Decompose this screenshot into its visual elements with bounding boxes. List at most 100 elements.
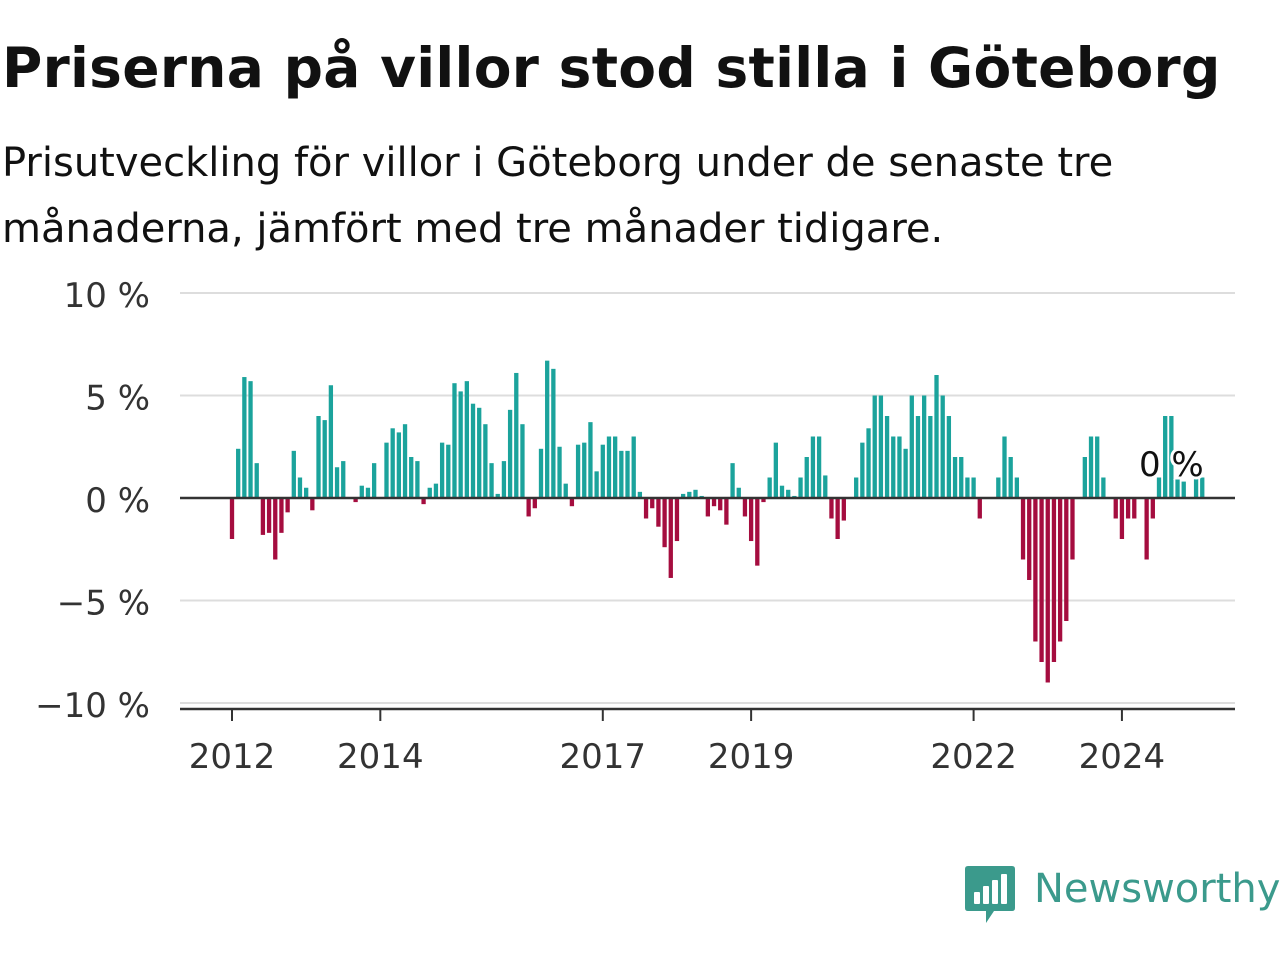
- bar-negative: [668, 498, 673, 578]
- bar-positive: [415, 461, 420, 498]
- bar-negative: [285, 498, 290, 513]
- bar-positive: [291, 450, 296, 498]
- bar-negative: [755, 498, 760, 566]
- bar-positive: [1014, 477, 1020, 498]
- bar-positive: [934, 375, 939, 498]
- bar-negative: [718, 498, 723, 511]
- bar-positive: [396, 432, 402, 498]
- bar-positive: [470, 403, 476, 498]
- bar-negative: [353, 498, 358, 503]
- bar-positive: [854, 477, 859, 498]
- bar-positive: [545, 360, 550, 498]
- bar-positive: [736, 487, 741, 498]
- bar-positive: [1082, 457, 1087, 498]
- chart-title: Priserna på villor stod stilla i Götebor…: [2, 36, 1221, 100]
- bar-positive: [1175, 477, 1180, 498]
- bar-positive: [1008, 457, 1013, 498]
- bar-positive: [514, 372, 519, 498]
- bar-negative: [279, 498, 284, 533]
- bar-positive: [551, 368, 556, 498]
- bar-negative: [1144, 498, 1149, 560]
- y-tick-label: 5 %: [85, 379, 150, 419]
- bar-positive: [915, 416, 921, 498]
- bar-negative: [273, 498, 278, 560]
- bar-positive: [687, 491, 692, 498]
- bar-negative: [1125, 498, 1131, 519]
- bar-positive: [402, 424, 408, 498]
- bar-negative: [1064, 498, 1069, 621]
- bar-positive: [538, 448, 544, 498]
- bar-positive: [600, 444, 605, 498]
- bar-negative: [1113, 498, 1118, 519]
- bar-positive: [1002, 436, 1007, 498]
- bar-positive: [810, 436, 816, 498]
- bar-positive: [489, 463, 494, 498]
- bar-positive: [582, 442, 587, 498]
- bar-positive: [940, 395, 945, 498]
- bar-negative: [1132, 498, 1137, 519]
- bar-positive: [334, 467, 340, 498]
- chart-subtitle: Prisutveckling för villor i Göteborg und…: [2, 140, 1114, 252]
- bar-positive: [897, 436, 902, 498]
- bar-positive: [606, 436, 612, 498]
- bar-positive: [922, 395, 927, 498]
- bar-positive: [878, 395, 884, 498]
- bar-positive: [1200, 477, 1205, 498]
- bar-positive: [730, 463, 735, 498]
- bar-negative: [1020, 498, 1026, 560]
- bar-negative: [1045, 498, 1050, 683]
- bar-positive: [996, 477, 1001, 498]
- bar-positive: [637, 491, 643, 498]
- bar-positive: [594, 471, 599, 498]
- bar-negative: [266, 498, 272, 533]
- bar-positive: [359, 485, 364, 498]
- bar-positive: [254, 463, 259, 498]
- bar-positive: [823, 475, 828, 498]
- bar-positive: [384, 442, 389, 498]
- y-tick-label: 0 %: [85, 481, 150, 521]
- bar-negative: [643, 498, 649, 519]
- bar-positive: [1156, 477, 1162, 498]
- bar-positive: [1163, 416, 1168, 498]
- bar-positive: [501, 461, 507, 498]
- bar-positive: [316, 416, 321, 498]
- bar-positive: [452, 383, 457, 498]
- bar-negative: [662, 498, 667, 548]
- last-value-label: 0 %: [1139, 445, 1204, 485]
- bar-positive: [236, 448, 241, 498]
- bar-positive: [520, 424, 525, 498]
- bar-positive: [884, 416, 890, 498]
- newsworthy-logo-icon: [965, 866, 1015, 923]
- bar-positive: [816, 436, 822, 498]
- bar-negative: [761, 498, 766, 503]
- bar-negative: [1150, 498, 1155, 519]
- bar-positive: [619, 450, 624, 498]
- bar-positive: [1095, 436, 1100, 498]
- bar-positive: [1169, 416, 1174, 498]
- bar-positive: [588, 422, 593, 498]
- bar-negative: [650, 498, 655, 509]
- bar-positive: [779, 485, 785, 498]
- bar-positive: [1181, 481, 1186, 498]
- bar-negative: [260, 498, 266, 535]
- bar-positive: [1101, 477, 1106, 498]
- bar-positive: [891, 436, 896, 498]
- bar-positive: [409, 457, 414, 498]
- bar-negative: [1039, 498, 1044, 662]
- bar-negative: [656, 498, 661, 527]
- bar-negative: [229, 498, 235, 539]
- bar-negative: [532, 498, 537, 509]
- bar-positive: [365, 487, 371, 498]
- bar-positive: [563, 483, 568, 498]
- bar-positive: [767, 477, 772, 498]
- x-tick-label: 2012: [189, 737, 276, 777]
- bar-negative: [1051, 498, 1057, 662]
- bar-positive: [965, 477, 970, 498]
- brand-name: Newsworthy: [1034, 866, 1280, 912]
- bar-positive: [1193, 477, 1199, 498]
- bar-positive: [439, 442, 445, 498]
- bar-negative: [1119, 498, 1125, 539]
- bar-chart: 10 % 5 % 0 % −5 % −10 % 2012 2014 2017 2019 2022 2…: [35, 276, 1235, 777]
- bar-positive: [322, 420, 327, 498]
- bar-negative: [421, 498, 426, 505]
